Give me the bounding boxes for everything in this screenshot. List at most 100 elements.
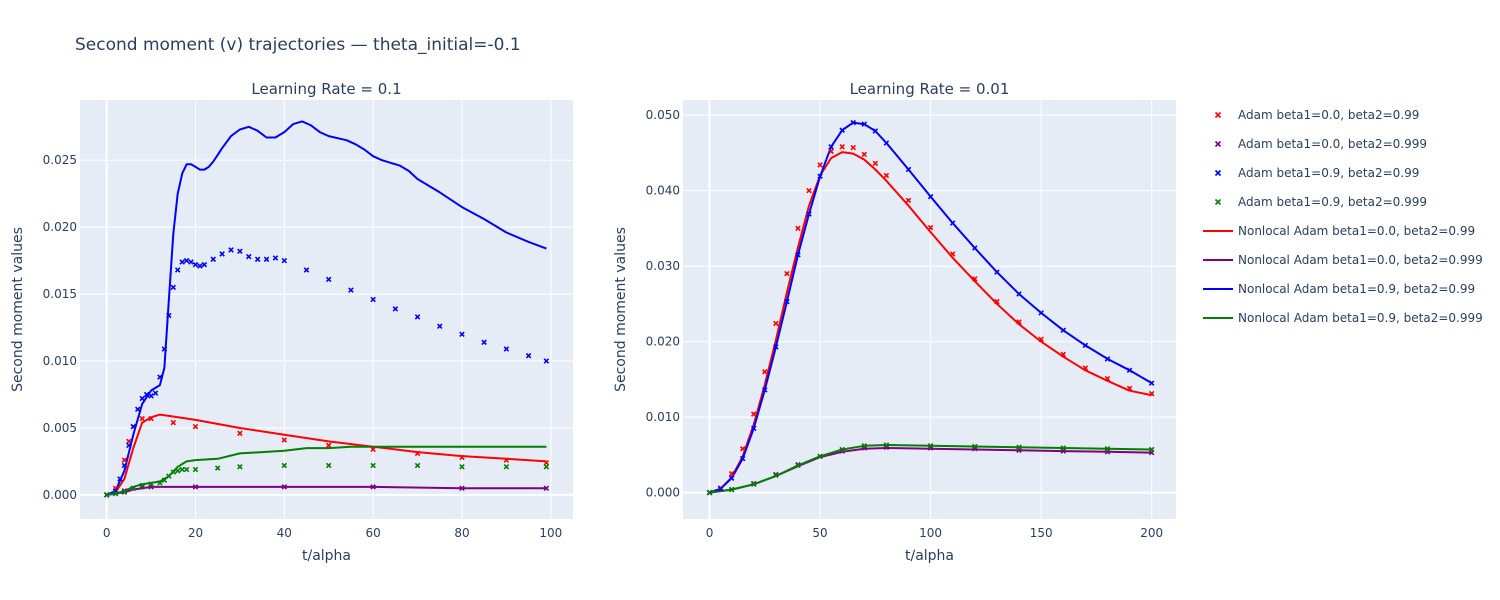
- data-point: [370, 462, 376, 469]
- data-point: [174, 468, 181, 474]
- data-point: [543, 485, 550, 491]
- y-tick-label: 0.000: [43, 488, 77, 502]
- legend-item-nonlocal-adam-beta1-0-0-beta2-0-999: Nonlocal Adam beta1=0.0, beta2=0.999: [1203, 253, 1483, 267]
- data-point: [543, 464, 550, 470]
- subplot-2: 0 50 100 150 200 0.000 0.010 0.020 0.030 0.040 0.0…: [613, 80, 1176, 564]
- subplot-title: Learning Rate = 0.01: [850, 80, 1010, 98]
- data-point: [883, 442, 890, 448]
- x-tick-label: 60: [365, 526, 380, 540]
- data-point: [170, 284, 177, 291]
- legend-item-adam-beta1-0-0-beta2-0-99: Adam beta1=0.0, beta2=0.99: [1214, 108, 1419, 122]
- data-point: [706, 489, 713, 496]
- data-point: [817, 453, 823, 460]
- data-point: [994, 298, 1000, 305]
- plot-area: [683, 100, 1176, 519]
- data-point: [148, 415, 154, 422]
- data-point: [263, 256, 270, 263]
- data-point: [784, 270, 790, 277]
- data-point: [762, 369, 768, 375]
- data-point: [525, 352, 532, 359]
- data-point: [192, 484, 199, 490]
- y-tick-label: 0.020: [43, 220, 77, 234]
- data-point: [806, 187, 812, 194]
- data-point: [795, 225, 801, 232]
- data-point: [773, 320, 779, 327]
- data-point: [459, 485, 465, 491]
- data-point: [174, 267, 181, 273]
- data-point: [861, 151, 868, 158]
- data-point: [817, 162, 823, 168]
- data-point: [281, 257, 288, 264]
- data-point: [750, 481, 757, 488]
- data-point: [348, 287, 354, 293]
- data-point: [1016, 291, 1022, 297]
- data-point: [139, 395, 145, 402]
- data-point: [237, 464, 243, 470]
- data-point: [994, 269, 1000, 275]
- data-point: [784, 298, 790, 305]
- data-point: [414, 462, 421, 469]
- data-point: [459, 464, 465, 470]
- y-tick-label: 0.025: [43, 153, 77, 167]
- data-point: [1060, 351, 1067, 358]
- legend-label: Adam beta1=0.9, beta2=0.99: [1238, 166, 1419, 180]
- data-point: [436, 323, 443, 329]
- data-point: [157, 480, 163, 486]
- data-point: [197, 263, 203, 269]
- legend-item-adam-beta1-0-9-beta2-0-999: Adam beta1=0.9, beta2=0.999: [1214, 195, 1427, 209]
- data-point: [459, 331, 465, 338]
- series-nonlocal-adam-beta1-0-0-beta2-0-99: [106, 413, 547, 496]
- data-point: [281, 437, 288, 443]
- data-point: [817, 173, 823, 180]
- data-point: [850, 119, 856, 126]
- series-nonlocal-adam-beta1-0-0-beta2-0-99: [709, 151, 1152, 494]
- data-point: [272, 255, 279, 261]
- series-adam-beta1-0-9-beta2-0-999: [103, 462, 550, 498]
- x-tick-label: 150: [1030, 526, 1053, 540]
- data-point: [739, 446, 746, 452]
- data-point: [126, 442, 132, 449]
- data-point: [148, 393, 154, 399]
- data-point: [130, 423, 137, 430]
- data-point: [130, 485, 137, 491]
- legend-marker: [1214, 198, 1222, 206]
- data-point: [392, 306, 399, 312]
- data-point: [728, 475, 735, 481]
- y-tick-label: 0.015: [43, 287, 77, 301]
- x-tick-label: 20: [188, 526, 203, 540]
- data-point: [972, 443, 978, 450]
- legend-item-nonlocal-adam-beta1-0-9-beta2-0-99: Nonlocal Adam beta1=0.9, beta2=0.99: [1203, 282, 1475, 296]
- legend-label: Adam beta1=0.0, beta2=0.999: [1238, 137, 1427, 151]
- legend-marker: [1214, 140, 1222, 148]
- data-point: [839, 127, 845, 133]
- data-point: [1082, 342, 1089, 349]
- legend-label: Nonlocal Adam beta1=0.0, beta2=0.999: [1238, 253, 1483, 267]
- data-point: [459, 454, 465, 461]
- y-tick-label: 0.005: [43, 421, 77, 435]
- data-point: [1126, 367, 1133, 374]
- data-point: [139, 482, 145, 489]
- data-point: [117, 476, 123, 482]
- data-point: [121, 462, 128, 469]
- data-point: [795, 252, 801, 258]
- data-point: [503, 346, 510, 352]
- data-point: [1148, 380, 1155, 386]
- data-point: [179, 466, 185, 473]
- x-axis-label: t/alpha: [302, 548, 351, 564]
- data-point: [112, 490, 119, 497]
- legend-item-adam-beta1-0-9-beta2-0-99: Adam beta1=0.9, beta2=0.99: [1214, 166, 1419, 180]
- data-point: [414, 314, 421, 320]
- data-point: [166, 473, 172, 479]
- y-tick-label: 0.040: [646, 184, 680, 198]
- legend-marker: [1214, 169, 1222, 177]
- data-point: [170, 469, 177, 475]
- data-point: [414, 450, 421, 457]
- x-tick-label: 100: [539, 526, 562, 540]
- data-point: [750, 411, 757, 417]
- data-point: [214, 465, 221, 471]
- data-point: [773, 472, 779, 478]
- data-point: [861, 443, 868, 449]
- data-point: [806, 211, 812, 217]
- x-tick-label: 0: [706, 526, 714, 540]
- data-point: [325, 442, 332, 449]
